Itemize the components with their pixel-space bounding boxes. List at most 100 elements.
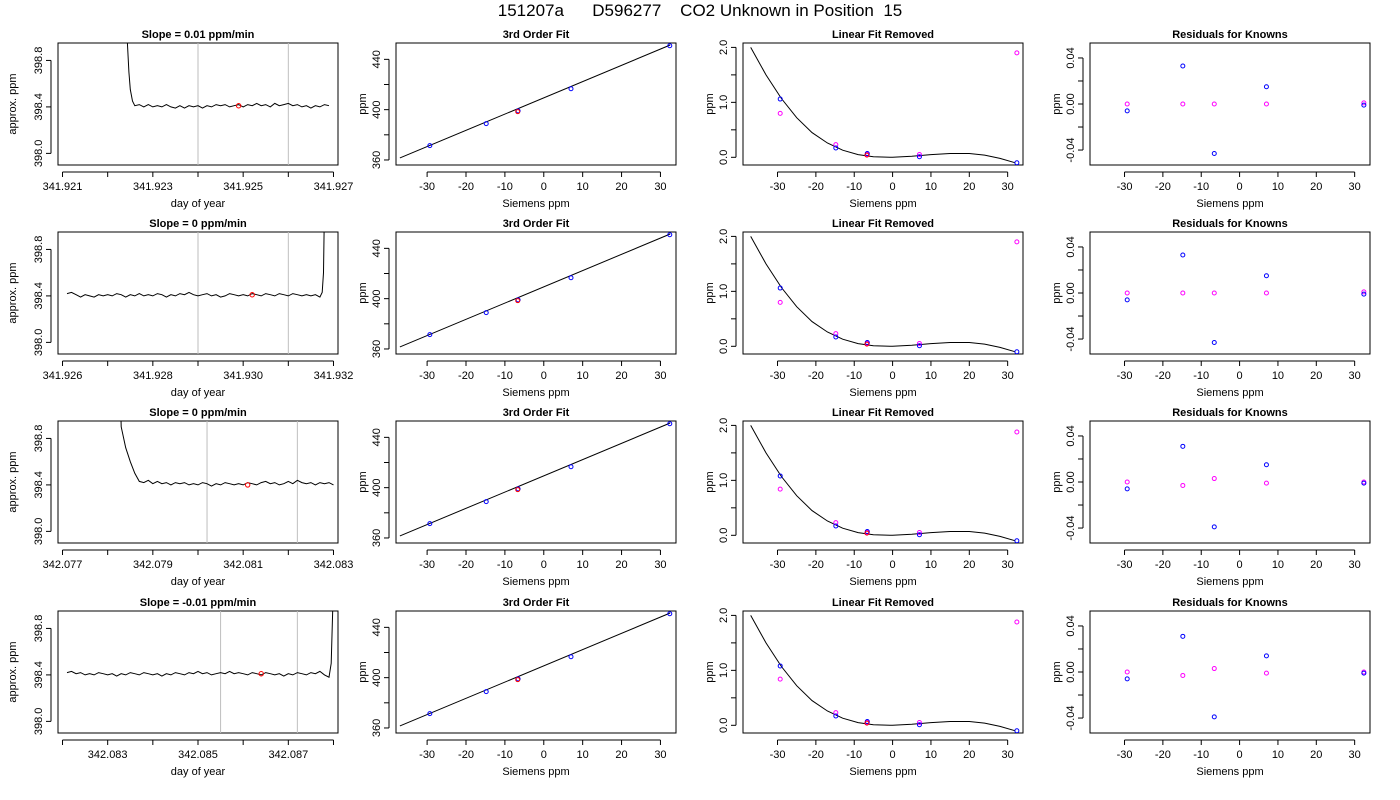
- x-tick-label: -20: [458, 181, 474, 193]
- known-point: [1211, 339, 1217, 345]
- y-tick-label: 440: [371, 50, 383, 68]
- plot-frame: [742, 610, 1024, 734]
- linear-point: [1124, 669, 1130, 675]
- x-tick-label: 0: [541, 749, 547, 761]
- known-point: [667, 421, 673, 427]
- known-point: [1211, 524, 1217, 530]
- plot-area: [750, 236, 1020, 354]
- y-tick-label: 440: [371, 239, 383, 257]
- x-tick-label: 341.925: [223, 181, 263, 193]
- known-point: [1180, 443, 1186, 449]
- x-tick-label: 0: [1237, 749, 1243, 761]
- plot-area: [750, 47, 1020, 165]
- x-tick-label: 20: [963, 181, 975, 193]
- y-tick-label: 398.8: [33, 236, 45, 264]
- x-axis-label: Siemens ppm: [1196, 387, 1263, 399]
- x-tick-label: 20: [1310, 370, 1322, 382]
- x-tick-label: -10: [497, 749, 513, 761]
- plot-area: [1124, 252, 1367, 345]
- plot-area: [399, 232, 673, 348]
- y-tick-label: 2.0: [718, 40, 730, 55]
- known-point: [916, 154, 922, 160]
- x-tick-label: -30: [770, 181, 786, 193]
- known-point: [1263, 273, 1269, 279]
- known-point: [1180, 252, 1186, 258]
- known-point: [833, 334, 839, 340]
- x-tick-label: 30: [1349, 181, 1361, 193]
- x-axis-label: Siemens ppm: [502, 387, 569, 399]
- known-point: [1014, 160, 1020, 165]
- x-axis-label: Siemens ppm: [502, 198, 569, 210]
- linear-point: [1124, 290, 1130, 296]
- unknown-point: [864, 530, 870, 536]
- x-tick-label: 20: [1310, 559, 1322, 571]
- x-tick-label: 10: [1272, 181, 1284, 193]
- residuals-panel: Residuals for Knowns -30 -20 -10 0 10 20 30 Siem…: [1051, 218, 1371, 399]
- x-tick-label: -10: [497, 181, 513, 193]
- x-axis-label: Siemens ppm: [1196, 576, 1263, 588]
- x-tick-label: -30: [1117, 181, 1133, 193]
- x-axis-label: Siemens ppm: [1196, 766, 1263, 778]
- panel-title: 3rd Order Fit: [503, 407, 570, 419]
- known-point: [916, 343, 922, 349]
- known-point: [667, 43, 673, 49]
- known-point: [1263, 84, 1269, 90]
- fit-panel: 3rd Order Fit -30 -20 -10 0 10 20 30 Siemens ppm…: [357, 218, 677, 399]
- x-axis-label: day of year: [171, 387, 226, 399]
- x-tick-label: 10: [1272, 370, 1284, 382]
- x-tick-label: 10: [577, 181, 589, 193]
- known-point: [1014, 538, 1020, 543]
- linear-point: [1124, 101, 1130, 107]
- known-point: [427, 521, 433, 527]
- linear_removed-panel: Linear Fit Removed -30 -20 -10 0 10 20 30 Siemen…: [704, 218, 1024, 399]
- y-tick-label: 398.8: [33, 425, 45, 453]
- x-tick-label: 0: [541, 181, 547, 193]
- x-tick-label: -20: [1155, 370, 1171, 382]
- x-axis-label: day of year: [171, 766, 226, 778]
- unknown-point: [864, 152, 870, 158]
- y-tick-label: 0.04: [1065, 615, 1077, 636]
- x-tick-label: 10: [1272, 749, 1284, 761]
- linear-point: [1263, 101, 1269, 107]
- known-point: [777, 473, 783, 479]
- known-point: [1180, 63, 1186, 69]
- panel-title: Residuals for Knowns: [1172, 218, 1288, 230]
- x-tick-label: 20: [963, 749, 975, 761]
- x-axis-label: day of year: [171, 576, 226, 588]
- x-axis-label: Siemens ppm: [849, 766, 916, 778]
- linear-point: [833, 142, 839, 148]
- known-point: [1124, 676, 1130, 682]
- linear-point: [1263, 290, 1269, 296]
- x-tick-label: 30: [654, 181, 666, 193]
- known-point: [1361, 670, 1367, 676]
- y-tick-label: 400: [371, 478, 383, 496]
- y-tick-label: 440: [371, 618, 383, 636]
- y-tick-label: -0.04: [1065, 705, 1077, 730]
- unknown-point: [515, 487, 521, 493]
- known-point: [833, 523, 839, 529]
- x-tick-label: 0: [541, 559, 547, 571]
- y-tick-label: -0.04: [1065, 515, 1077, 540]
- y-tick-label: 398.0: [33, 140, 45, 168]
- y-axis-label: approx. ppm: [7, 73, 19, 134]
- known-point: [483, 310, 489, 316]
- fit-line: [399, 612, 671, 727]
- y-tick-label: 0.04: [1065, 236, 1077, 257]
- panel-title: 3rd Order Fit: [503, 597, 570, 609]
- known-point: [483, 689, 489, 695]
- linear-point: [916, 152, 922, 158]
- linear-point: [1263, 480, 1269, 486]
- plot-area: [66, 232, 325, 354]
- x-tick-label: 10: [577, 559, 589, 571]
- panel-title: Slope = 0.01 ppm/min: [142, 29, 255, 41]
- panel-title: Slope = -0.01 ppm/min: [140, 597, 257, 609]
- x-tick-label: -10: [846, 370, 862, 382]
- x-tick-label: 30: [654, 370, 666, 382]
- y-tick-label: 360: [371, 529, 383, 547]
- x-tick-label: 341.921: [43, 181, 83, 193]
- x-tick-label: -10: [497, 559, 513, 571]
- x-axis-label: Siemens ppm: [1196, 198, 1263, 210]
- y-axis-label: approx. ppm: [7, 641, 19, 702]
- x-tick-label: 20: [963, 370, 975, 382]
- plot-frame: [395, 420, 677, 544]
